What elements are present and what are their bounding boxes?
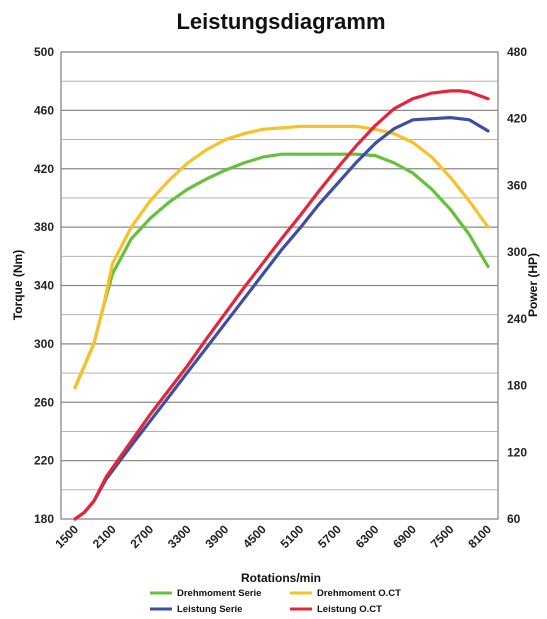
x-tick-label: 6300: [353, 522, 382, 551]
left-tick-label: 180: [34, 512, 54, 526]
left-tick-label: 300: [34, 337, 54, 351]
x-tick-label: 8100: [465, 522, 494, 551]
legend-label: Drehmoment O.CT: [317, 588, 401, 599]
series-line: [73, 115, 490, 521]
x-tick-label: 4500: [240, 522, 269, 551]
right-tick-label: 240: [507, 312, 527, 326]
series-lines: [73, 89, 490, 521]
x-tick-label: 7500: [428, 522, 457, 551]
x-tick-label: 5700: [315, 522, 344, 551]
legend-label: Leistung Serie: [177, 604, 242, 615]
x-tick-label: 6900: [390, 522, 419, 551]
right-tick-label: 120: [507, 445, 527, 459]
right-axis-title: Power (HP): [526, 253, 540, 317]
gridlines: [61, 80, 498, 491]
right-tick-label: 420: [507, 112, 527, 126]
right-tick-label: 180: [507, 379, 527, 393]
x-axis-ticks: 1500 2100 2700 3300 3900 4500 5100 5700 6300 6900…: [52, 522, 494, 551]
series-line: [73, 152, 490, 390]
right-tick-label: 480: [507, 45, 527, 59]
x-tick-label: 1500: [52, 522, 81, 551]
x-tick-label: 2100: [90, 522, 119, 551]
legend: Drehmoment Serie Drehmoment O.CT Leistung …: [150, 588, 401, 615]
x-tick-label: 3900: [203, 522, 232, 551]
left-tick-label: 260: [34, 395, 54, 409]
left-axis-ticks: 180 220 260 300 340 380 420 460 500: [34, 45, 54, 526]
x-tick-label: 5100: [278, 522, 307, 551]
legend-label: Leistung O.CT: [317, 604, 382, 615]
legend-label: Drehmoment Serie: [177, 588, 261, 599]
x-tick-label: 2700: [127, 522, 156, 551]
left-tick-label: 340: [34, 279, 54, 293]
right-tick-label: 60: [507, 512, 521, 526]
right-axis-ticks: 60 120 180 240 300 360 420 480: [507, 45, 527, 526]
left-tick-label: 500: [34, 45, 54, 59]
series-line: [73, 89, 490, 521]
left-tick-label: 420: [34, 162, 54, 176]
right-tick-label: 360: [507, 178, 527, 192]
left-tick-label: 460: [34, 103, 54, 117]
right-tick-label: 300: [507, 245, 527, 259]
series-line: [73, 124, 490, 390]
chart-title: Leistungsdiagramm: [176, 9, 385, 34]
x-tick-label: 3300: [165, 522, 194, 551]
x-axis-title: Rotations/min: [241, 571, 321, 585]
left-tick-label: 220: [34, 454, 54, 468]
left-axis-title: Torque (Nm): [11, 250, 25, 320]
left-tick-label: 380: [34, 220, 54, 234]
